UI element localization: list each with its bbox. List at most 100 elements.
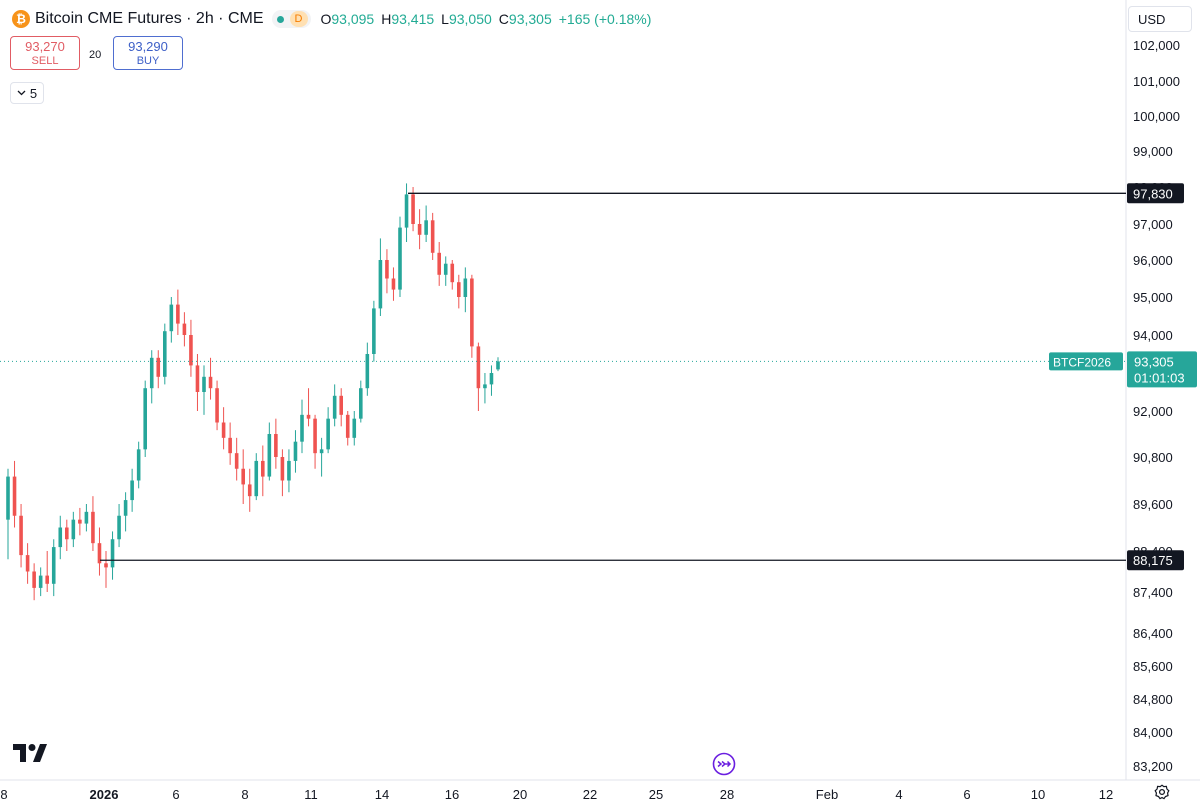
candle-body	[104, 563, 108, 568]
candle	[470, 274, 474, 358]
candle	[359, 380, 363, 423]
x-tick-label: 14	[375, 787, 389, 802]
y-tick-label: 96,000	[1133, 253, 1173, 268]
candle-body	[280, 457, 285, 481]
candle	[176, 289, 180, 335]
candle	[130, 468, 134, 512]
candle-body	[71, 519, 76, 540]
buy-button[interactable]: 93,290 BUY	[113, 36, 183, 70]
candle	[489, 365, 494, 396]
candle-body	[149, 357, 154, 389]
candle	[97, 527, 102, 576]
candle	[476, 342, 481, 411]
y-tick-label: 84,000	[1133, 725, 1173, 740]
ohlc-values: O 93,095 H 93,415 L 93,050 C 93,305	[321, 11, 552, 27]
candle-body	[25, 555, 30, 572]
y-tick-label: 90,800	[1133, 450, 1173, 465]
candle-body	[19, 515, 23, 556]
candle	[313, 414, 317, 469]
candle	[234, 437, 239, 481]
candle-body	[241, 468, 245, 485]
candle	[306, 388, 311, 427]
x-tick-label: 20	[513, 787, 527, 802]
candle	[496, 357, 500, 372]
candle-body	[450, 263, 455, 283]
candle	[319, 437, 324, 477]
candle-body	[430, 220, 435, 253]
delayed-data-badge[interactable]: D	[289, 11, 308, 27]
candle-body	[372, 308, 376, 354]
market-open-dot-icon	[276, 15, 284, 23]
candle	[437, 242, 441, 286]
candle	[274, 418, 278, 469]
x-tick-label: 22	[583, 787, 597, 802]
horizontal-line-tag	[1127, 183, 1184, 204]
symbol-title[interactable]: Bitcoin CME Futures · 2h · CME	[35, 10, 264, 27]
candle-body	[398, 227, 402, 290]
candle-body	[65, 527, 69, 540]
chart-header: ₿ Bitcoin CME Futures · 2h · CME D O 93,0…	[12, 8, 651, 30]
tradingview-logo-icon[interactable]	[13, 744, 47, 762]
y-tick-label: 101,000	[1133, 74, 1180, 89]
candle-body	[293, 441, 298, 461]
candle-body	[470, 278, 474, 347]
candle-body	[411, 194, 415, 224]
high-label: H	[381, 11, 392, 27]
gear-icon[interactable]	[1154, 784, 1170, 800]
candle	[391, 267, 396, 301]
candle-body	[332, 395, 337, 419]
goto-realtime-icon[interactable]	[712, 752, 736, 776]
sell-label: SELL	[31, 55, 59, 67]
candle-body	[345, 414, 350, 438]
candle	[241, 449, 245, 504]
candle	[6, 468, 10, 560]
candle	[345, 411, 350, 446]
candle	[156, 350, 161, 389]
candle-body	[136, 449, 141, 481]
close-value: 93,305	[508, 11, 552, 27]
sell-button[interactable]: 93,270 SELL	[10, 36, 80, 70]
candle-body	[176, 304, 180, 324]
candle-body	[365, 354, 370, 389]
open-value: 93,095	[331, 11, 375, 27]
candle	[457, 274, 461, 309]
candle-body	[32, 571, 36, 588]
symbol-tag	[1049, 352, 1123, 371]
x-tick-label: 25	[649, 787, 663, 802]
x-tick-label: 12	[1099, 787, 1113, 802]
candle-body	[234, 453, 239, 469]
candle	[182, 312, 187, 347]
candle-body	[12, 476, 17, 516]
close-label: C	[498, 11, 509, 27]
candle-body	[483, 384, 487, 389]
candle-body	[313, 418, 317, 454]
buy-price: 93,290	[128, 39, 168, 54]
countdown-label: 01:01:03	[1134, 370, 1185, 385]
candle	[443, 256, 448, 286]
candle	[365, 342, 370, 396]
x-tick-label: 6	[172, 787, 179, 802]
candle-body	[247, 484, 252, 497]
candle-body	[130, 480, 134, 501]
candle	[117, 504, 121, 548]
candle-body	[84, 511, 89, 524]
currency-select[interactable]: USD	[1128, 6, 1192, 32]
candle	[19, 504, 23, 568]
candle-body	[378, 260, 383, 309]
x-tick-label: 8	[0, 787, 7, 802]
y-tick-label: 87,400	[1133, 585, 1173, 600]
candle	[300, 399, 304, 454]
candle-body	[38, 575, 43, 588]
candle	[261, 445, 265, 497]
candle	[32, 563, 36, 601]
indicators-toggle-button[interactable]: 5	[10, 82, 44, 104]
candle-body	[352, 418, 357, 438]
x-tick-label: 4	[895, 787, 902, 802]
candle	[189, 319, 193, 377]
candle	[110, 531, 115, 580]
bitcoin-logo-icon: ₿	[12, 10, 30, 28]
market-status-pill[interactable]: D	[271, 10, 311, 28]
candle	[71, 511, 76, 548]
candle	[123, 492, 128, 532]
